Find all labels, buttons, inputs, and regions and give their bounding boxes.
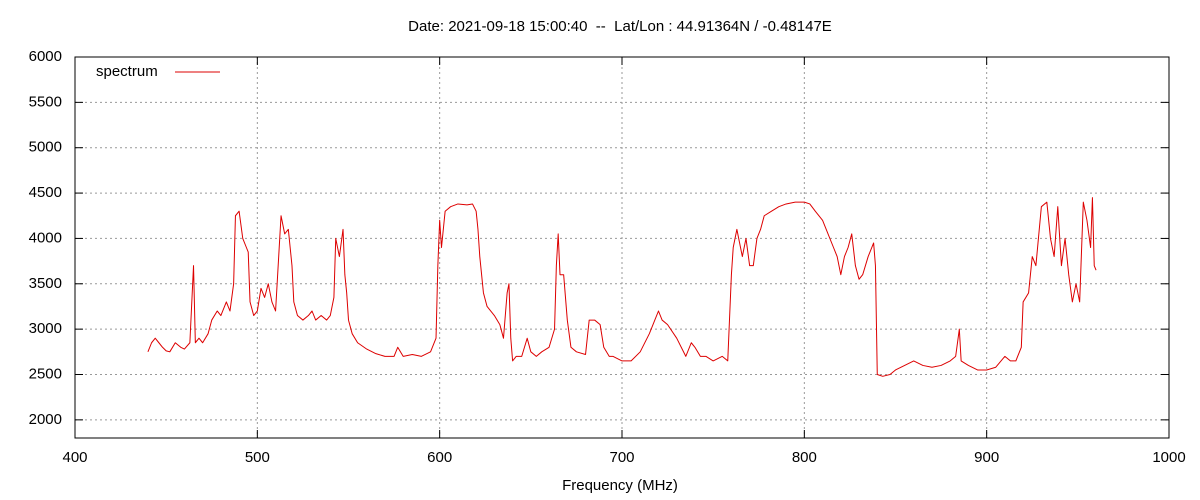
x-tick-label: 800 — [792, 449, 817, 466]
x-tick-label: 1000 — [1152, 449, 1185, 466]
x-axis-label: Frequency (MHz) — [562, 477, 678, 494]
x-tick-label: 700 — [609, 449, 634, 466]
legend-label: spectrum — [96, 63, 158, 80]
y-tick-label: 3000 — [29, 320, 62, 337]
chart-title: Date: 2021-09-18 15:00:40 -- Lat/Lon : 4… — [408, 18, 832, 35]
x-tick-label: 400 — [62, 449, 87, 466]
x-tick-label: 900 — [974, 449, 999, 466]
y-tick-label: 2500 — [29, 365, 62, 382]
y-tick-label: 6000 — [29, 48, 62, 65]
y-tick-label: 5000 — [29, 139, 62, 156]
plot-border — [74, 56, 1170, 439]
y-tick-label: 2000 — [29, 411, 62, 428]
line — [147, 197, 1097, 377]
y-tick-label: 4500 — [29, 184, 62, 201]
y-tick-label: 4000 — [29, 229, 62, 246]
x-tick-label: 600 — [427, 449, 452, 466]
y-tick-label: 5500 — [29, 93, 62, 110]
y-tick-label: 3500 — [29, 275, 62, 292]
x-tick-label: 500 — [245, 449, 270, 466]
